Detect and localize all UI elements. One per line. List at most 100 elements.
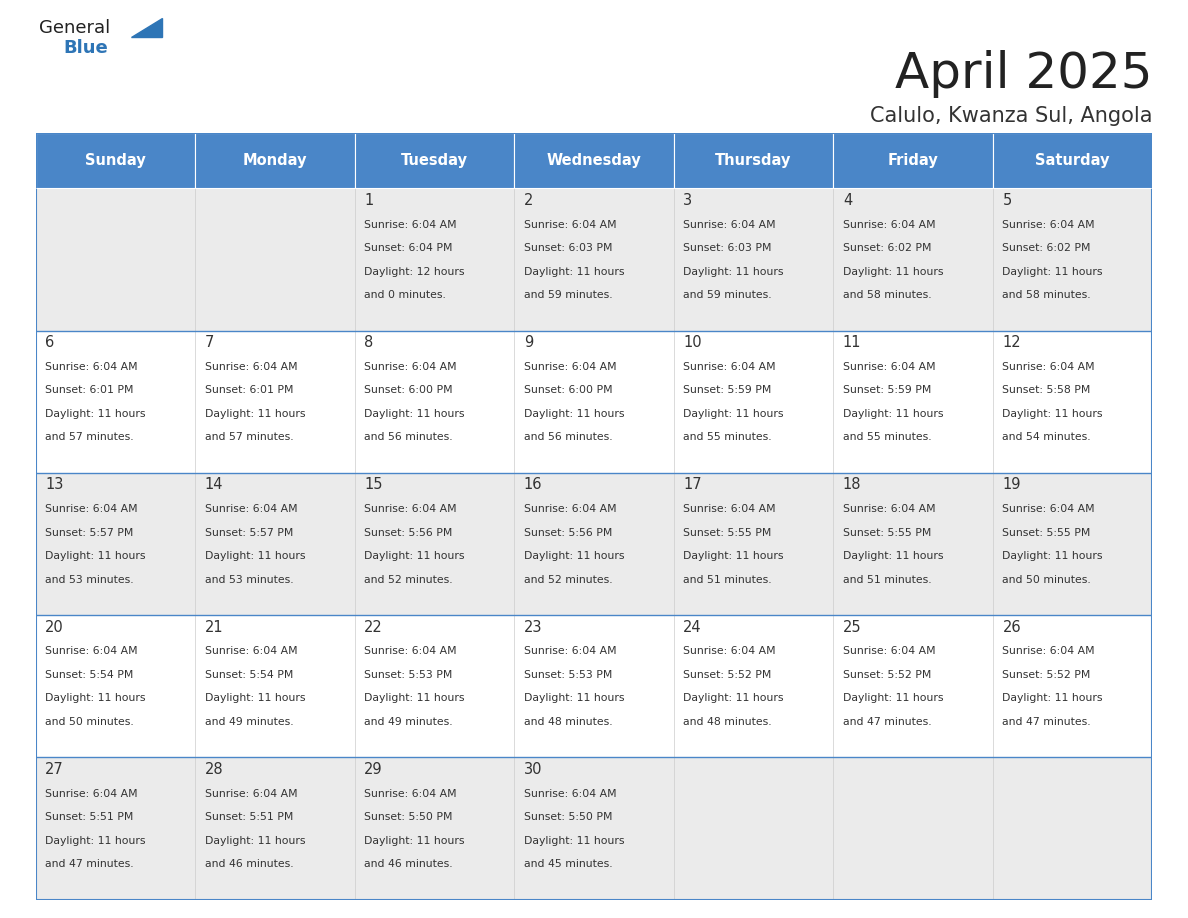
Text: and 50 minutes.: and 50 minutes. [45, 717, 134, 727]
Bar [36, 473, 195, 615]
Text: Sunset: 5:59 PM: Sunset: 5:59 PM [842, 386, 931, 396]
Text: 27: 27 [45, 762, 64, 777]
Text: Sunset: 5:52 PM: Sunset: 5:52 PM [842, 670, 931, 680]
Bar [195, 615, 355, 757]
Text: 17: 17 [683, 477, 702, 492]
Text: and 55 minutes.: and 55 minutes. [683, 432, 772, 442]
Text: Sunrise: 6:04 AM: Sunrise: 6:04 AM [842, 646, 935, 656]
Text: Sunrise: 6:04 AM: Sunrise: 6:04 AM [365, 219, 457, 230]
Text: Sunset: 6:03 PM: Sunset: 6:03 PM [524, 243, 612, 253]
Text: Sunrise: 6:04 AM: Sunrise: 6:04 AM [524, 789, 617, 799]
Text: Sunrise: 6:04 AM: Sunrise: 6:04 AM [1003, 219, 1095, 230]
Text: Sunset: 5:55 PM: Sunset: 5:55 PM [1003, 528, 1091, 538]
Text: Daylight: 11 hours: Daylight: 11 hours [683, 551, 784, 561]
Text: 21: 21 [204, 620, 223, 634]
Text: Sunrise: 6:04 AM: Sunrise: 6:04 AM [524, 646, 617, 656]
Text: Daylight: 11 hours: Daylight: 11 hours [365, 409, 465, 419]
Text: 8: 8 [365, 335, 373, 350]
Text: Sunrise: 6:04 AM: Sunrise: 6:04 AM [45, 646, 138, 656]
Text: and 57 minutes.: and 57 minutes. [204, 432, 293, 442]
Text: Sunrise: 6:04 AM: Sunrise: 6:04 AM [204, 789, 297, 799]
Text: Sunset: 5:55 PM: Sunset: 5:55 PM [842, 528, 931, 538]
Text: and 46 minutes.: and 46 minutes. [204, 859, 293, 869]
Text: Daylight: 11 hours: Daylight: 11 hours [842, 409, 943, 419]
Text: Sunrise: 6:04 AM: Sunrise: 6:04 AM [683, 646, 776, 656]
Text: 9: 9 [524, 335, 533, 350]
Text: 7: 7 [204, 335, 214, 350]
Bar [833, 757, 993, 900]
Text: Daylight: 11 hours: Daylight: 11 hours [1003, 409, 1102, 419]
Bar [514, 615, 674, 757]
Text: Sunset: 5:56 PM: Sunset: 5:56 PM [365, 528, 453, 538]
Text: Daylight: 11 hours: Daylight: 11 hours [45, 693, 146, 703]
Text: Daylight: 11 hours: Daylight: 11 hours [524, 551, 625, 561]
Text: 19: 19 [1003, 477, 1020, 492]
Text: 11: 11 [842, 335, 861, 350]
Text: and 53 minutes.: and 53 minutes. [204, 575, 293, 585]
Bar [833, 615, 993, 757]
Text: Sunset: 5:53 PM: Sunset: 5:53 PM [524, 670, 612, 680]
Bar [674, 473, 833, 615]
Bar [674, 757, 833, 900]
Text: Sunrise: 6:04 AM: Sunrise: 6:04 AM [842, 362, 935, 372]
Text: 23: 23 [524, 620, 542, 634]
Text: 1: 1 [365, 193, 373, 207]
Text: Sunrise: 6:04 AM: Sunrise: 6:04 AM [1003, 362, 1095, 372]
Text: Sunrise: 6:04 AM: Sunrise: 6:04 AM [1003, 504, 1095, 514]
Text: Sunrise: 6:04 AM: Sunrise: 6:04 AM [683, 362, 776, 372]
Bar [36, 330, 195, 473]
Text: Sunrise: 6:04 AM: Sunrise: 6:04 AM [365, 646, 457, 656]
Text: Sunset: 6:01 PM: Sunset: 6:01 PM [204, 386, 293, 396]
Text: Blue: Blue [63, 39, 108, 57]
Text: and 0 minutes.: and 0 minutes. [365, 290, 447, 300]
Text: Sunset: 5:53 PM: Sunset: 5:53 PM [365, 670, 453, 680]
Bar [355, 188, 514, 330]
Bar [195, 188, 355, 330]
Text: Sunrise: 6:04 AM: Sunrise: 6:04 AM [365, 504, 457, 514]
Bar [195, 757, 355, 900]
Bar [195, 133, 355, 188]
Text: Sunrise: 6:04 AM: Sunrise: 6:04 AM [683, 219, 776, 230]
Text: 24: 24 [683, 620, 702, 634]
Bar [514, 133, 674, 188]
Bar [833, 188, 993, 330]
Text: Sunrise: 6:04 AM: Sunrise: 6:04 AM [45, 504, 138, 514]
Text: Daylight: 11 hours: Daylight: 11 hours [683, 693, 784, 703]
Bar [514, 188, 674, 330]
Bar [355, 757, 514, 900]
Bar [514, 330, 674, 473]
Text: Daylight: 11 hours: Daylight: 11 hours [683, 409, 784, 419]
Text: Sunday: Sunday [86, 153, 146, 168]
Text: 20: 20 [45, 620, 64, 634]
Text: and 58 minutes.: and 58 minutes. [1003, 290, 1091, 300]
Text: Daylight: 11 hours: Daylight: 11 hours [524, 409, 625, 419]
Text: and 47 minutes.: and 47 minutes. [842, 717, 931, 727]
Text: Sunrise: 6:04 AM: Sunrise: 6:04 AM [365, 362, 457, 372]
Text: Sunset: 5:59 PM: Sunset: 5:59 PM [683, 386, 772, 396]
Text: Daylight: 11 hours: Daylight: 11 hours [842, 693, 943, 703]
Text: Daylight: 11 hours: Daylight: 11 hours [365, 551, 465, 561]
Text: and 45 minutes.: and 45 minutes. [524, 859, 613, 869]
Text: Sunset: 5:51 PM: Sunset: 5:51 PM [204, 812, 293, 823]
Text: April 2025: April 2025 [895, 50, 1152, 98]
Text: Sunset: 5:54 PM: Sunset: 5:54 PM [45, 670, 133, 680]
Text: and 46 minutes.: and 46 minutes. [365, 859, 453, 869]
Text: Daylight: 11 hours: Daylight: 11 hours [1003, 551, 1102, 561]
Text: Sunset: 6:02 PM: Sunset: 6:02 PM [842, 243, 931, 253]
Bar [833, 330, 993, 473]
Text: Daylight: 11 hours: Daylight: 11 hours [842, 551, 943, 561]
Bar [36, 188, 195, 330]
Text: and 57 minutes.: and 57 minutes. [45, 432, 134, 442]
Text: Daylight: 11 hours: Daylight: 11 hours [45, 551, 146, 561]
Text: Sunset: 5:52 PM: Sunset: 5:52 PM [683, 670, 772, 680]
Bar [514, 757, 674, 900]
Text: Tuesday: Tuesday [402, 153, 468, 168]
Bar [833, 473, 993, 615]
Bar [833, 133, 993, 188]
Text: 10: 10 [683, 335, 702, 350]
Text: and 49 minutes.: and 49 minutes. [204, 717, 293, 727]
Text: Daylight: 12 hours: Daylight: 12 hours [365, 266, 465, 276]
Bar [993, 330, 1152, 473]
Text: Sunset: 6:01 PM: Sunset: 6:01 PM [45, 386, 134, 396]
Text: and 52 minutes.: and 52 minutes. [365, 575, 453, 585]
